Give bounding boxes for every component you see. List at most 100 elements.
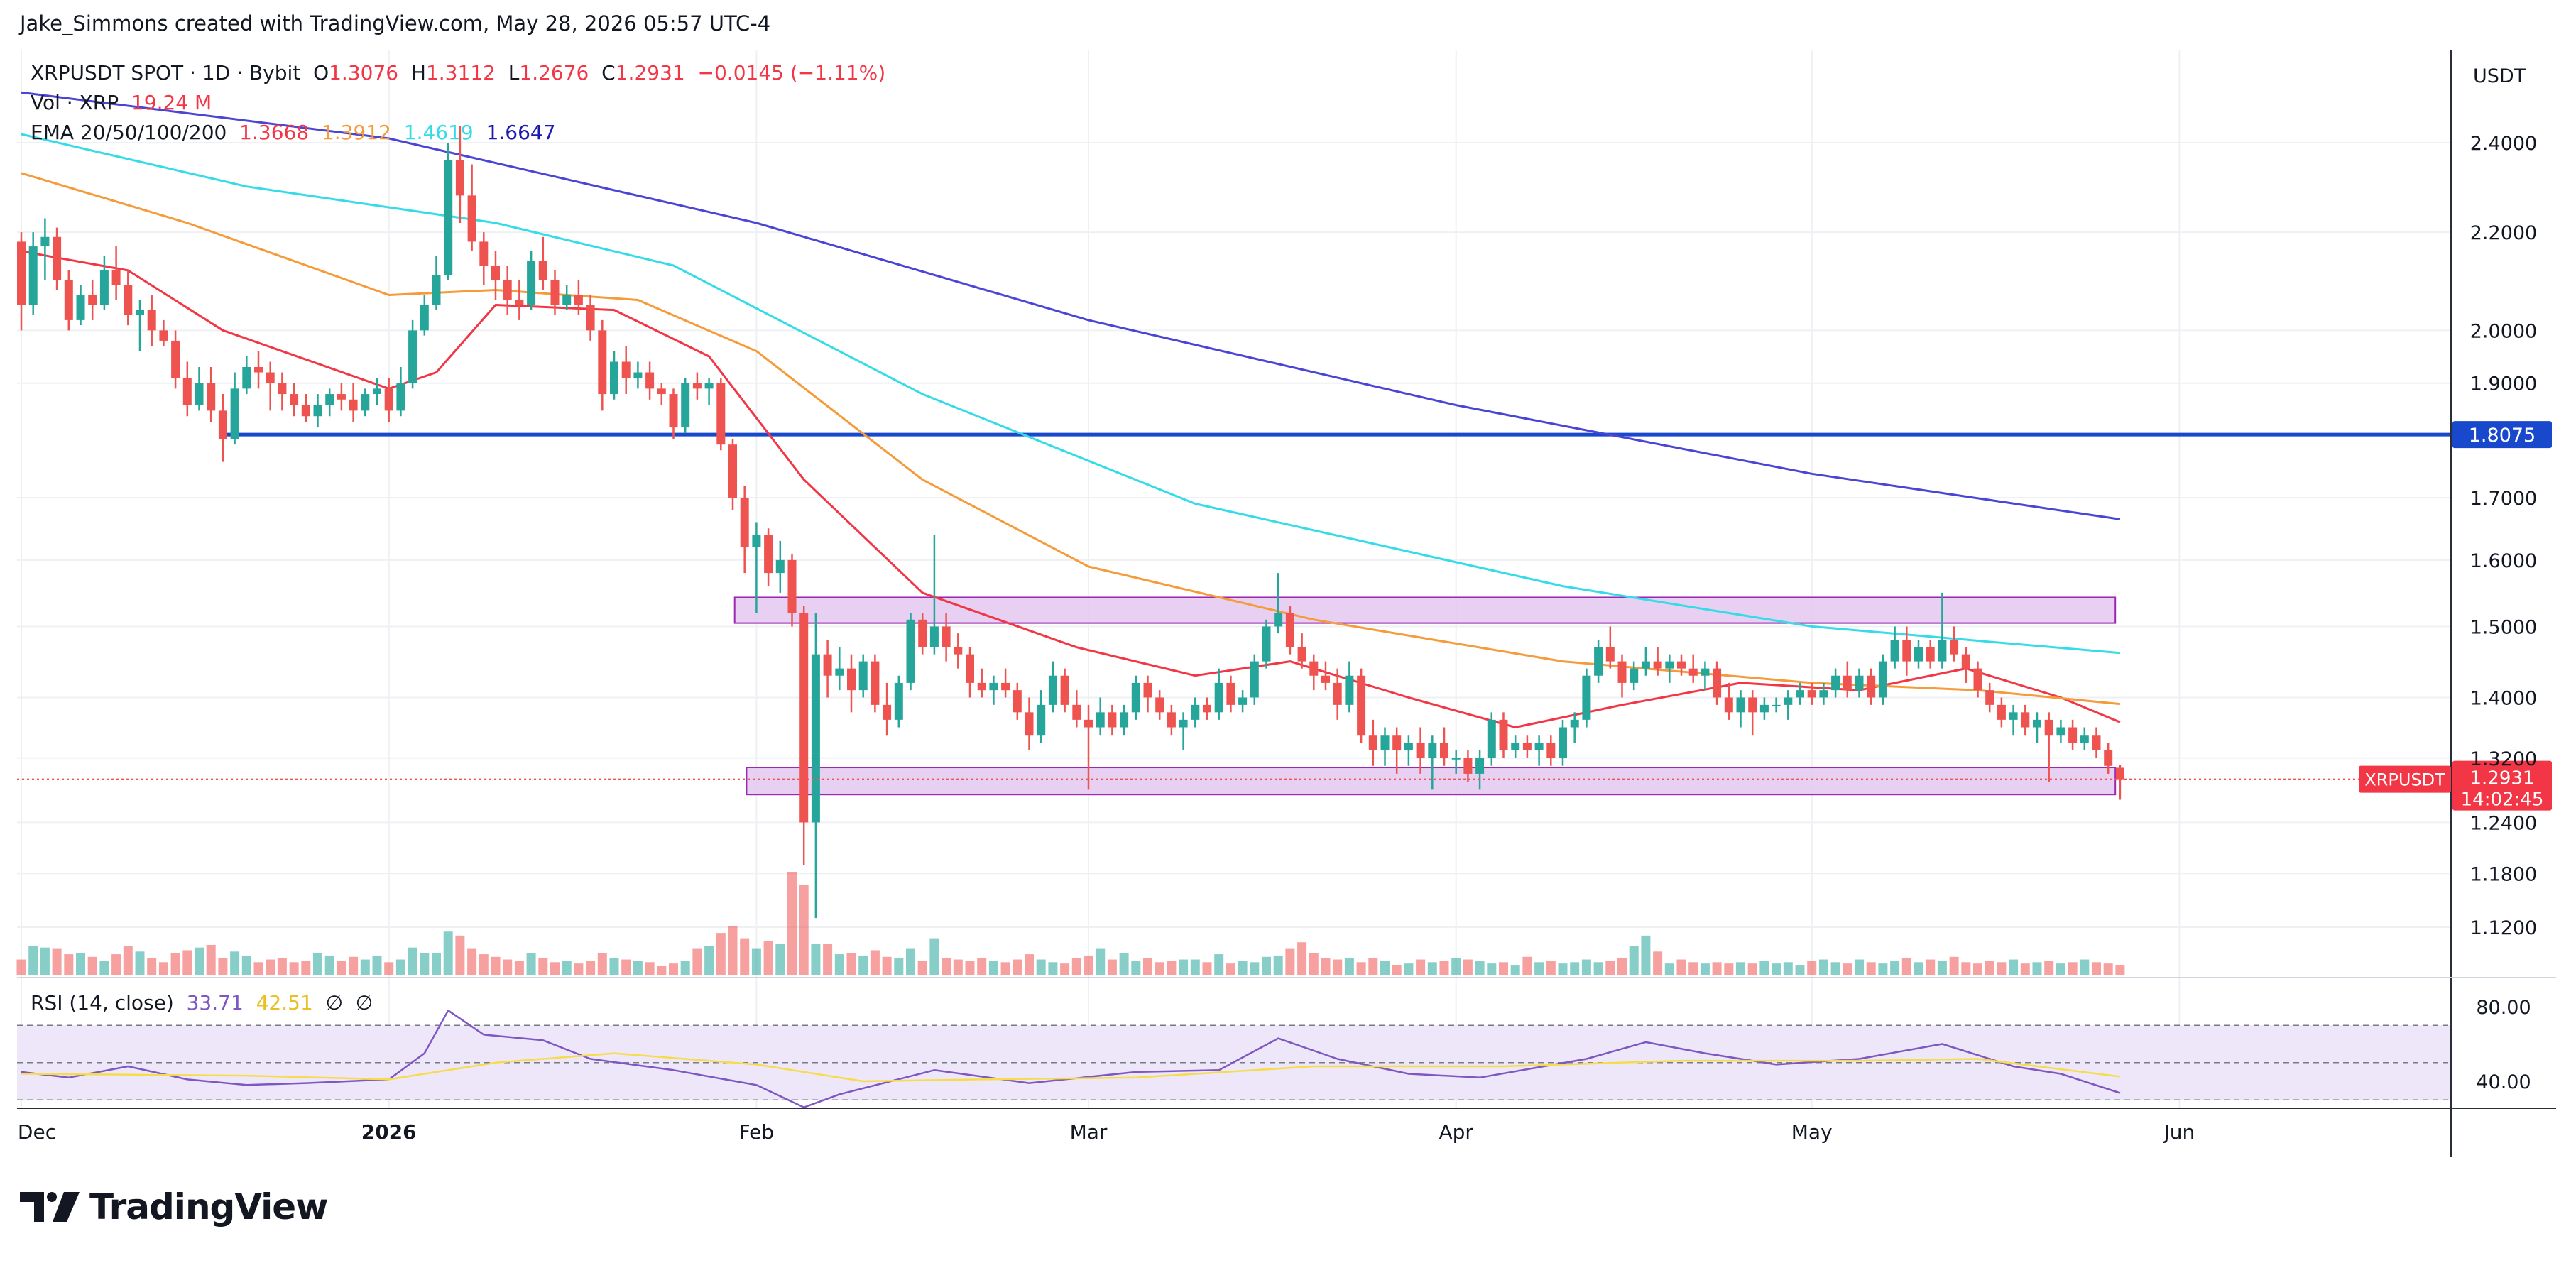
volume-bar [420, 953, 430, 975]
volume-bar [977, 958, 987, 975]
gridlines [17, 50, 2451, 1108]
volume-bar [16, 959, 26, 975]
candle-body [2056, 727, 2065, 736]
price-tick-label: 1.7000 [2470, 488, 2537, 510]
currency-label[interactable]: USDT [2473, 65, 2526, 87]
volume-bar [988, 961, 998, 975]
candle-body [1653, 661, 1662, 669]
volume-bar [52, 948, 62, 975]
candle-body [1546, 742, 1556, 758]
candle-body [325, 394, 334, 405]
candle-body [432, 275, 441, 305]
volume-bar [846, 953, 856, 975]
volume-bar [253, 962, 263, 975]
ema-line-2 [21, 172, 2121, 706]
tradingview-logo[interactable]: TradingView [20, 1186, 328, 1228]
candle-body [76, 295, 85, 320]
candle-body [1713, 668, 1722, 698]
volume-bar [1830, 962, 1840, 975]
rsi-ma-value: 42.51 [256, 991, 313, 1015]
volume-bar [182, 950, 192, 975]
candle-body [1759, 704, 1769, 713]
ema50-value: 1.3912 [321, 121, 391, 144]
candle-body [1214, 682, 1223, 713]
volume-bar [858, 955, 868, 975]
symbol-legend: XRPUSDT SPOT · 1D · Bybit O1.3076 H1.311… [31, 61, 885, 84]
volume-bar [1202, 962, 1212, 975]
candle-body [1724, 697, 1733, 713]
candle-body [1013, 690, 1022, 713]
candle-body [1985, 690, 1994, 705]
candle-body [64, 280, 73, 320]
volume-bar [562, 961, 572, 975]
candle-body [1926, 647, 1935, 662]
candle-body [538, 261, 547, 280]
volume-bar [491, 956, 501, 975]
candle-body [2033, 719, 2041, 728]
volume-bar [1973, 963, 1982, 975]
candle-body [1570, 719, 1579, 728]
volume-bar [289, 962, 299, 975]
volume-bar [1866, 962, 1876, 975]
candle-body [420, 305, 429, 331]
candle-body [847, 668, 856, 691]
volume-bar [538, 958, 548, 975]
close-value: 1.2931 [615, 61, 685, 84]
volume-bar [123, 946, 133, 975]
time-tick-label: May [1791, 1120, 1833, 1144]
volume-bar [1985, 961, 1994, 975]
candle-body [752, 535, 761, 547]
candle-body [1191, 704, 1200, 720]
symbol-tag-text: XRPUSDT [2364, 770, 2445, 790]
volume-bar [894, 958, 904, 975]
volume-bar [1404, 963, 1414, 975]
volume-bar [728, 926, 738, 975]
volume-bar [313, 953, 322, 975]
last-price-value: 1.2931 [2470, 768, 2535, 789]
axis-labels: 2.4000 2.2000 2.0000 1.9000 1.7000 1.6000 1.50… [18, 133, 2543, 1144]
volume-bar [633, 961, 643, 975]
support-tag-bg [2452, 421, 2552, 449]
candle-body [2080, 735, 2089, 743]
volume-bar [1155, 962, 1164, 975]
time-tick-label: Mar [1070, 1120, 1108, 1144]
tradingview-logo-icon [20, 1192, 80, 1222]
volume-bar [2009, 959, 2019, 975]
volume-bar [597, 953, 607, 975]
volume-bar [467, 948, 477, 975]
price-zone [733, 596, 2117, 624]
price-tick-label: 1.9000 [2470, 373, 2537, 395]
candle-body [195, 383, 204, 405]
candle-body [1748, 697, 1757, 713]
candle-body [681, 383, 690, 428]
rsi-legend: RSI (14, close) 33.71 42.51 ∅ ∅ [31, 991, 373, 1015]
volume-bar [1096, 948, 1106, 975]
volume-bar [1344, 958, 1354, 975]
volume-bar [76, 953, 85, 975]
volume-bar [1333, 959, 1343, 975]
volume-bar [1772, 963, 1781, 975]
candle-body [883, 704, 892, 720]
candle-body [254, 366, 263, 373]
candle-body [1321, 675, 1330, 683]
candle-body [1961, 654, 1970, 669]
volume-bar [1297, 942, 1307, 975]
volume-bar [1107, 959, 1117, 975]
volume-bar [1676, 959, 1686, 975]
volume-bar [384, 962, 394, 975]
candle-body [136, 310, 144, 315]
candle-body [835, 668, 844, 676]
candle-body [692, 383, 702, 389]
volume-bar [349, 956, 359, 975]
bar-countdown: 14:02:45 [2461, 789, 2544, 811]
ema-line-4 [21, 91, 2121, 520]
volume-bar [99, 961, 109, 975]
volume-bar [1795, 965, 1805, 975]
candle-body [1582, 675, 1591, 720]
candle-body [550, 280, 560, 305]
volume-bar [1688, 962, 1698, 975]
volume-bar [811, 944, 821, 975]
price-tick-label: 2.2000 [2470, 222, 2537, 244]
open-value: 1.3076 [329, 61, 399, 84]
